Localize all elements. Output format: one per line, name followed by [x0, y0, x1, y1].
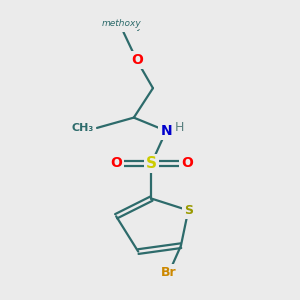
Text: O: O	[181, 156, 193, 170]
Text: methoxy: methoxy	[100, 21, 143, 31]
Text: CH₃: CH₃	[72, 123, 94, 133]
Text: Br: Br	[161, 266, 177, 279]
Text: O: O	[110, 156, 122, 170]
Text: S: S	[184, 204, 193, 217]
Text: H: H	[175, 122, 184, 134]
Text: methoxy: methoxy	[102, 19, 142, 28]
Text: N: N	[160, 124, 172, 138]
Text: S: S	[146, 156, 157, 171]
Text: O: O	[131, 53, 143, 67]
